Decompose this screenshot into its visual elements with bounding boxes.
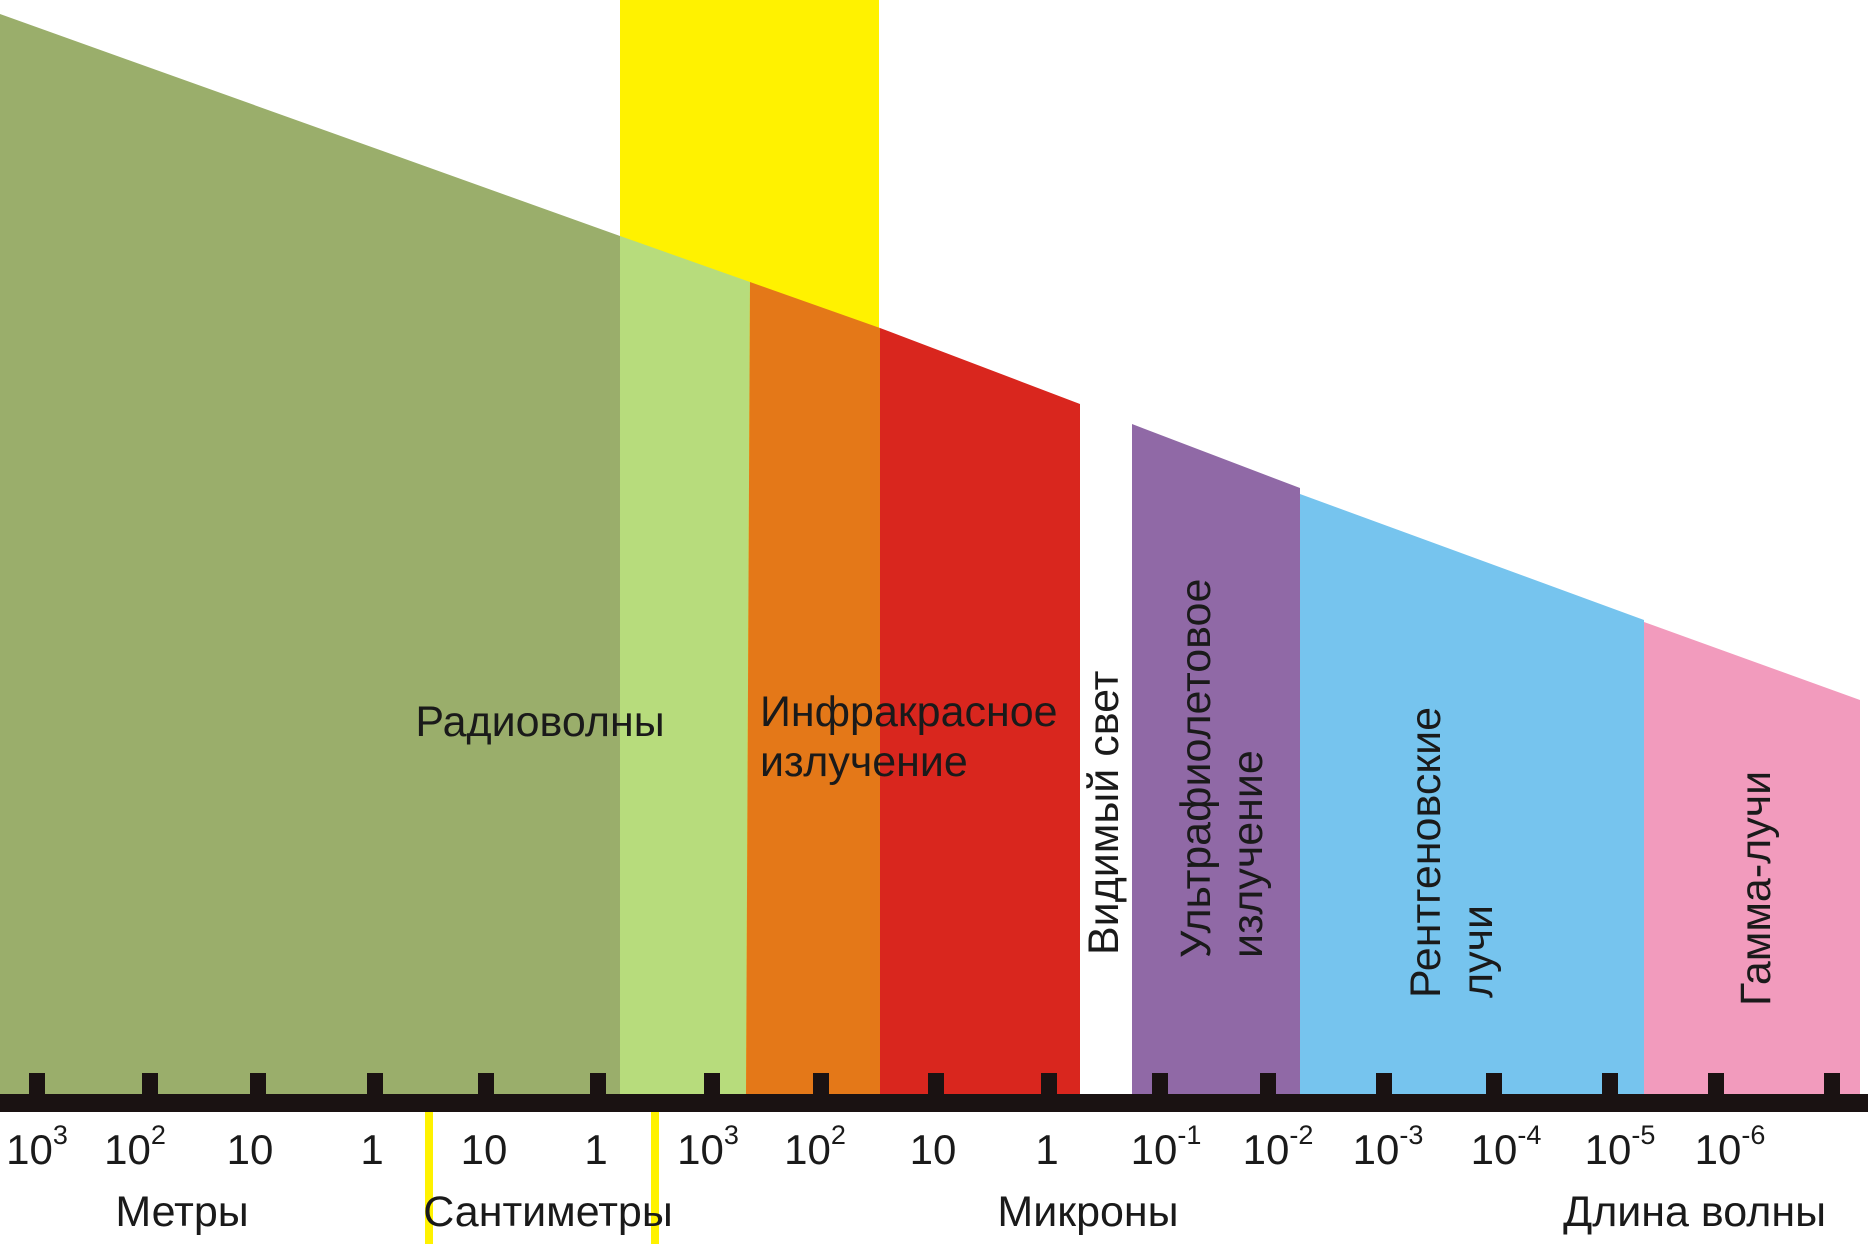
- tick-label-base: 10: [1695, 1126, 1742, 1173]
- tick-label-exponent: 3: [724, 1120, 739, 1150]
- ultraviolet-band: [1132, 424, 1300, 1096]
- radio-label: Радиоволны: [415, 698, 664, 746]
- infrared-label-line2: излучение: [760, 738, 968, 786]
- unit-microns-label: Микроны: [997, 1188, 1178, 1236]
- tick-label: 10-5: [1585, 1120, 1656, 1173]
- tick-label: 10-6: [1695, 1120, 1766, 1173]
- tick-label: 1: [1035, 1126, 1058, 1173]
- tick-label: 10-3: [1353, 1120, 1424, 1173]
- infrared-far-band: [880, 328, 1080, 1096]
- infrared-label-line1: Инфракрасное: [760, 688, 1058, 736]
- gamma-band: [1644, 622, 1860, 1096]
- tick-mark: [1260, 1073, 1276, 1103]
- microwave-band: [620, 236, 750, 1096]
- xray-label-line2: лучи: [1454, 905, 1502, 998]
- tick-mark: [590, 1073, 606, 1103]
- centimeter-marker-left: [425, 1105, 433, 1244]
- tick-label-base: 1: [1035, 1126, 1058, 1173]
- tick-label-exponent: -4: [1517, 1120, 1541, 1150]
- tick-mark: [1708, 1073, 1724, 1103]
- gamma-label: Гамма-лучи: [1732, 771, 1780, 1006]
- tick-label-base: 10: [1471, 1126, 1518, 1173]
- tick-label-base: 10: [1585, 1126, 1632, 1173]
- tick-label-base: 10: [784, 1126, 831, 1173]
- tick-label-base: 10: [1353, 1126, 1400, 1173]
- tick-label-base: 10: [677, 1126, 724, 1173]
- tick-label-exponent: -3: [1399, 1120, 1423, 1150]
- tick-label-exponent: -6: [1741, 1120, 1765, 1150]
- tick-label-exponent: -5: [1631, 1120, 1655, 1150]
- tick-label-exponent: -2: [1289, 1120, 1313, 1150]
- tick-mark: [813, 1073, 829, 1103]
- unit-meters-label: Метры: [115, 1188, 248, 1236]
- tick-label: 10-2: [1243, 1120, 1314, 1173]
- tick-label-exponent: 2: [151, 1120, 166, 1150]
- tick-label: 102: [784, 1120, 846, 1173]
- tick-mark: [1041, 1073, 1057, 1103]
- tick-label: 10-1: [1131, 1120, 1202, 1173]
- tick-mark: [928, 1073, 944, 1103]
- centimeter-marker-right: [651, 1105, 659, 1244]
- tick-label: 102: [104, 1120, 166, 1173]
- tick-mark: [367, 1073, 383, 1103]
- tick-mark: [1376, 1073, 1392, 1103]
- tick-mark: [29, 1073, 45, 1103]
- tick-label: 1: [584, 1126, 607, 1173]
- tick-label: 103: [677, 1120, 739, 1173]
- tick-label-base: 1: [584, 1126, 607, 1173]
- tick-mark: [478, 1073, 494, 1103]
- tick-label: 10: [461, 1126, 508, 1173]
- tick-mark: [1602, 1073, 1618, 1103]
- tick-mark: [1486, 1073, 1502, 1103]
- unit-centimeters-label: Сантиметры: [423, 1188, 672, 1236]
- tick-label-base: 1: [360, 1126, 383, 1173]
- tick-mark: [704, 1073, 720, 1103]
- tick-mark: [1824, 1073, 1840, 1103]
- tick-label-base: 10: [227, 1126, 274, 1173]
- xray-band: [1300, 494, 1644, 1096]
- ultraviolet-label-line2: излучение: [1224, 750, 1272, 958]
- tick-mark: [250, 1073, 266, 1103]
- tick-label: 103: [6, 1120, 68, 1173]
- tick-label: 10-4: [1471, 1120, 1542, 1173]
- tick-label-base: 10: [1131, 1126, 1178, 1173]
- tick-label: 1: [360, 1126, 383, 1173]
- ultraviolet-label-line1: Ультрафиолетовое: [1172, 579, 1220, 958]
- infrared-near-band: [746, 282, 880, 1096]
- tick-label-base: 10: [1243, 1126, 1290, 1173]
- tick-marks: [29, 1073, 1840, 1103]
- xray-label-line1: Рентгеновские: [1402, 707, 1450, 998]
- tick-label: 10: [910, 1126, 957, 1173]
- tick-label-exponent: -1: [1177, 1120, 1201, 1150]
- tick-label-base: 10: [6, 1126, 53, 1173]
- tick-label-exponent: 3: [53, 1120, 68, 1150]
- tick-mark: [142, 1073, 158, 1103]
- wavelength-label: Длина волны: [1563, 1188, 1826, 1236]
- tick-label-base: 10: [910, 1126, 957, 1173]
- tick-label-exponent: 2: [831, 1120, 846, 1150]
- tick-label-base: 10: [104, 1126, 151, 1173]
- tick-mark: [1152, 1073, 1168, 1103]
- tick-labels: 103 102 10 1 10 1 103 102 10 1 10-1 10-2 10-3 10-4 10-…: [6, 1120, 1765, 1173]
- tick-label-base: 10: [461, 1126, 508, 1173]
- tick-label: 10: [227, 1126, 274, 1173]
- visible-light-label: Видимый свет: [1080, 671, 1128, 955]
- radio-band: [0, 14, 620, 1096]
